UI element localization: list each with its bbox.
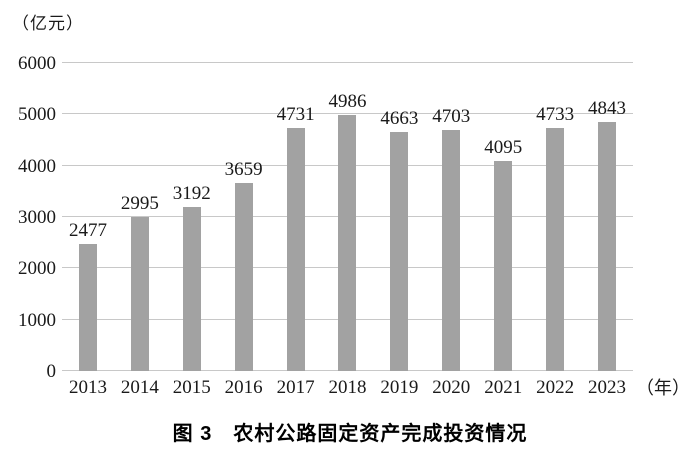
bar-value-label: 2477 <box>68 219 107 241</box>
bar-value-label: 4733 <box>536 104 575 126</box>
x-tick-label: 2015 <box>172 377 211 398</box>
bar <box>442 129 461 371</box>
gridline <box>62 62 633 63</box>
x-tick-label: 2013 <box>68 377 107 398</box>
x-tick-label: 2016 <box>224 377 263 398</box>
bar <box>130 217 149 371</box>
x-tick-label: 2022 <box>536 377 575 398</box>
bar-value-label: 4731 <box>276 104 315 126</box>
bar-value-label: 4986 <box>328 91 367 113</box>
y-axis-unit-label: （亿元） <box>12 14 84 33</box>
bar <box>78 243 97 371</box>
bar <box>494 160 513 371</box>
bar <box>286 128 305 371</box>
x-axis-unit-label: （年） <box>636 378 690 398</box>
x-tick-label: 2020 <box>432 377 471 398</box>
x-tick-label: 2018 <box>328 377 367 398</box>
bar-slot: 3659 <box>218 63 270 371</box>
gridline <box>62 113 633 115</box>
bar <box>390 131 409 371</box>
bar <box>234 183 253 371</box>
y-tick-label: 4000 <box>18 155 56 177</box>
y-tick-label: 5000 <box>18 104 56 126</box>
x-axis-tick-labels: 2013 2014 2015 2016 2017 2018 2019 2020 2021 2022… <box>62 377 633 399</box>
bar-value-label: 4843 <box>588 98 627 120</box>
bar-slot: 4733 <box>529 63 581 371</box>
bar-value-label: 3659 <box>224 159 263 181</box>
x-tick-label: 2019 <box>380 377 419 398</box>
bar-value-label: 3192 <box>172 183 211 205</box>
figure-caption: 图 3 农村公路固定资产完成投资情况 <box>172 423 528 445</box>
bar-slot: 2477 <box>62 63 114 371</box>
bar <box>182 207 201 371</box>
bar <box>546 128 565 371</box>
bar-slot: 4731 <box>270 63 322 371</box>
bar <box>598 122 617 371</box>
bar <box>338 115 357 371</box>
bar-slot: 4843 <box>581 63 633 371</box>
bar-value-label: 4663 <box>380 107 419 129</box>
y-tick-label: 6000 <box>18 53 56 74</box>
y-tick-label: 2000 <box>18 258 56 280</box>
bar-slot: 2995 <box>114 63 166 371</box>
plot-area: 2477 2995 3192 3659 4731 4986 4663 4703 4095 4733… <box>62 62 633 371</box>
bar-slot: 4703 <box>425 63 477 371</box>
y-tick-label: 3000 <box>18 207 56 228</box>
bar-value-label: 4095 <box>484 136 523 158</box>
bars-container: 2477 2995 3192 3659 4731 4986 4663 4703 4095 4733… <box>62 63 633 371</box>
x-tick-label: 2017 <box>276 377 315 398</box>
y-tick-label: 1000 <box>18 309 56 331</box>
x-tick-label: 2014 <box>120 377 159 398</box>
bar-value-label: 2995 <box>120 193 159 215</box>
bar-slot: 4095 <box>477 63 529 371</box>
bar-slot: 4663 <box>373 63 425 371</box>
y-tick-label: 0 <box>46 361 57 382</box>
bar-slot: 3192 <box>166 63 218 371</box>
y-axis-tick-labels: 0 1000 2000 3000 4000 5000 6000 <box>0 0 56 465</box>
bar-slot: 4986 <box>322 63 374 371</box>
bar-value-label: 4703 <box>432 105 471 127</box>
x-tick-label: 2023 <box>588 377 627 398</box>
x-tick-label: 2021 <box>484 377 523 398</box>
